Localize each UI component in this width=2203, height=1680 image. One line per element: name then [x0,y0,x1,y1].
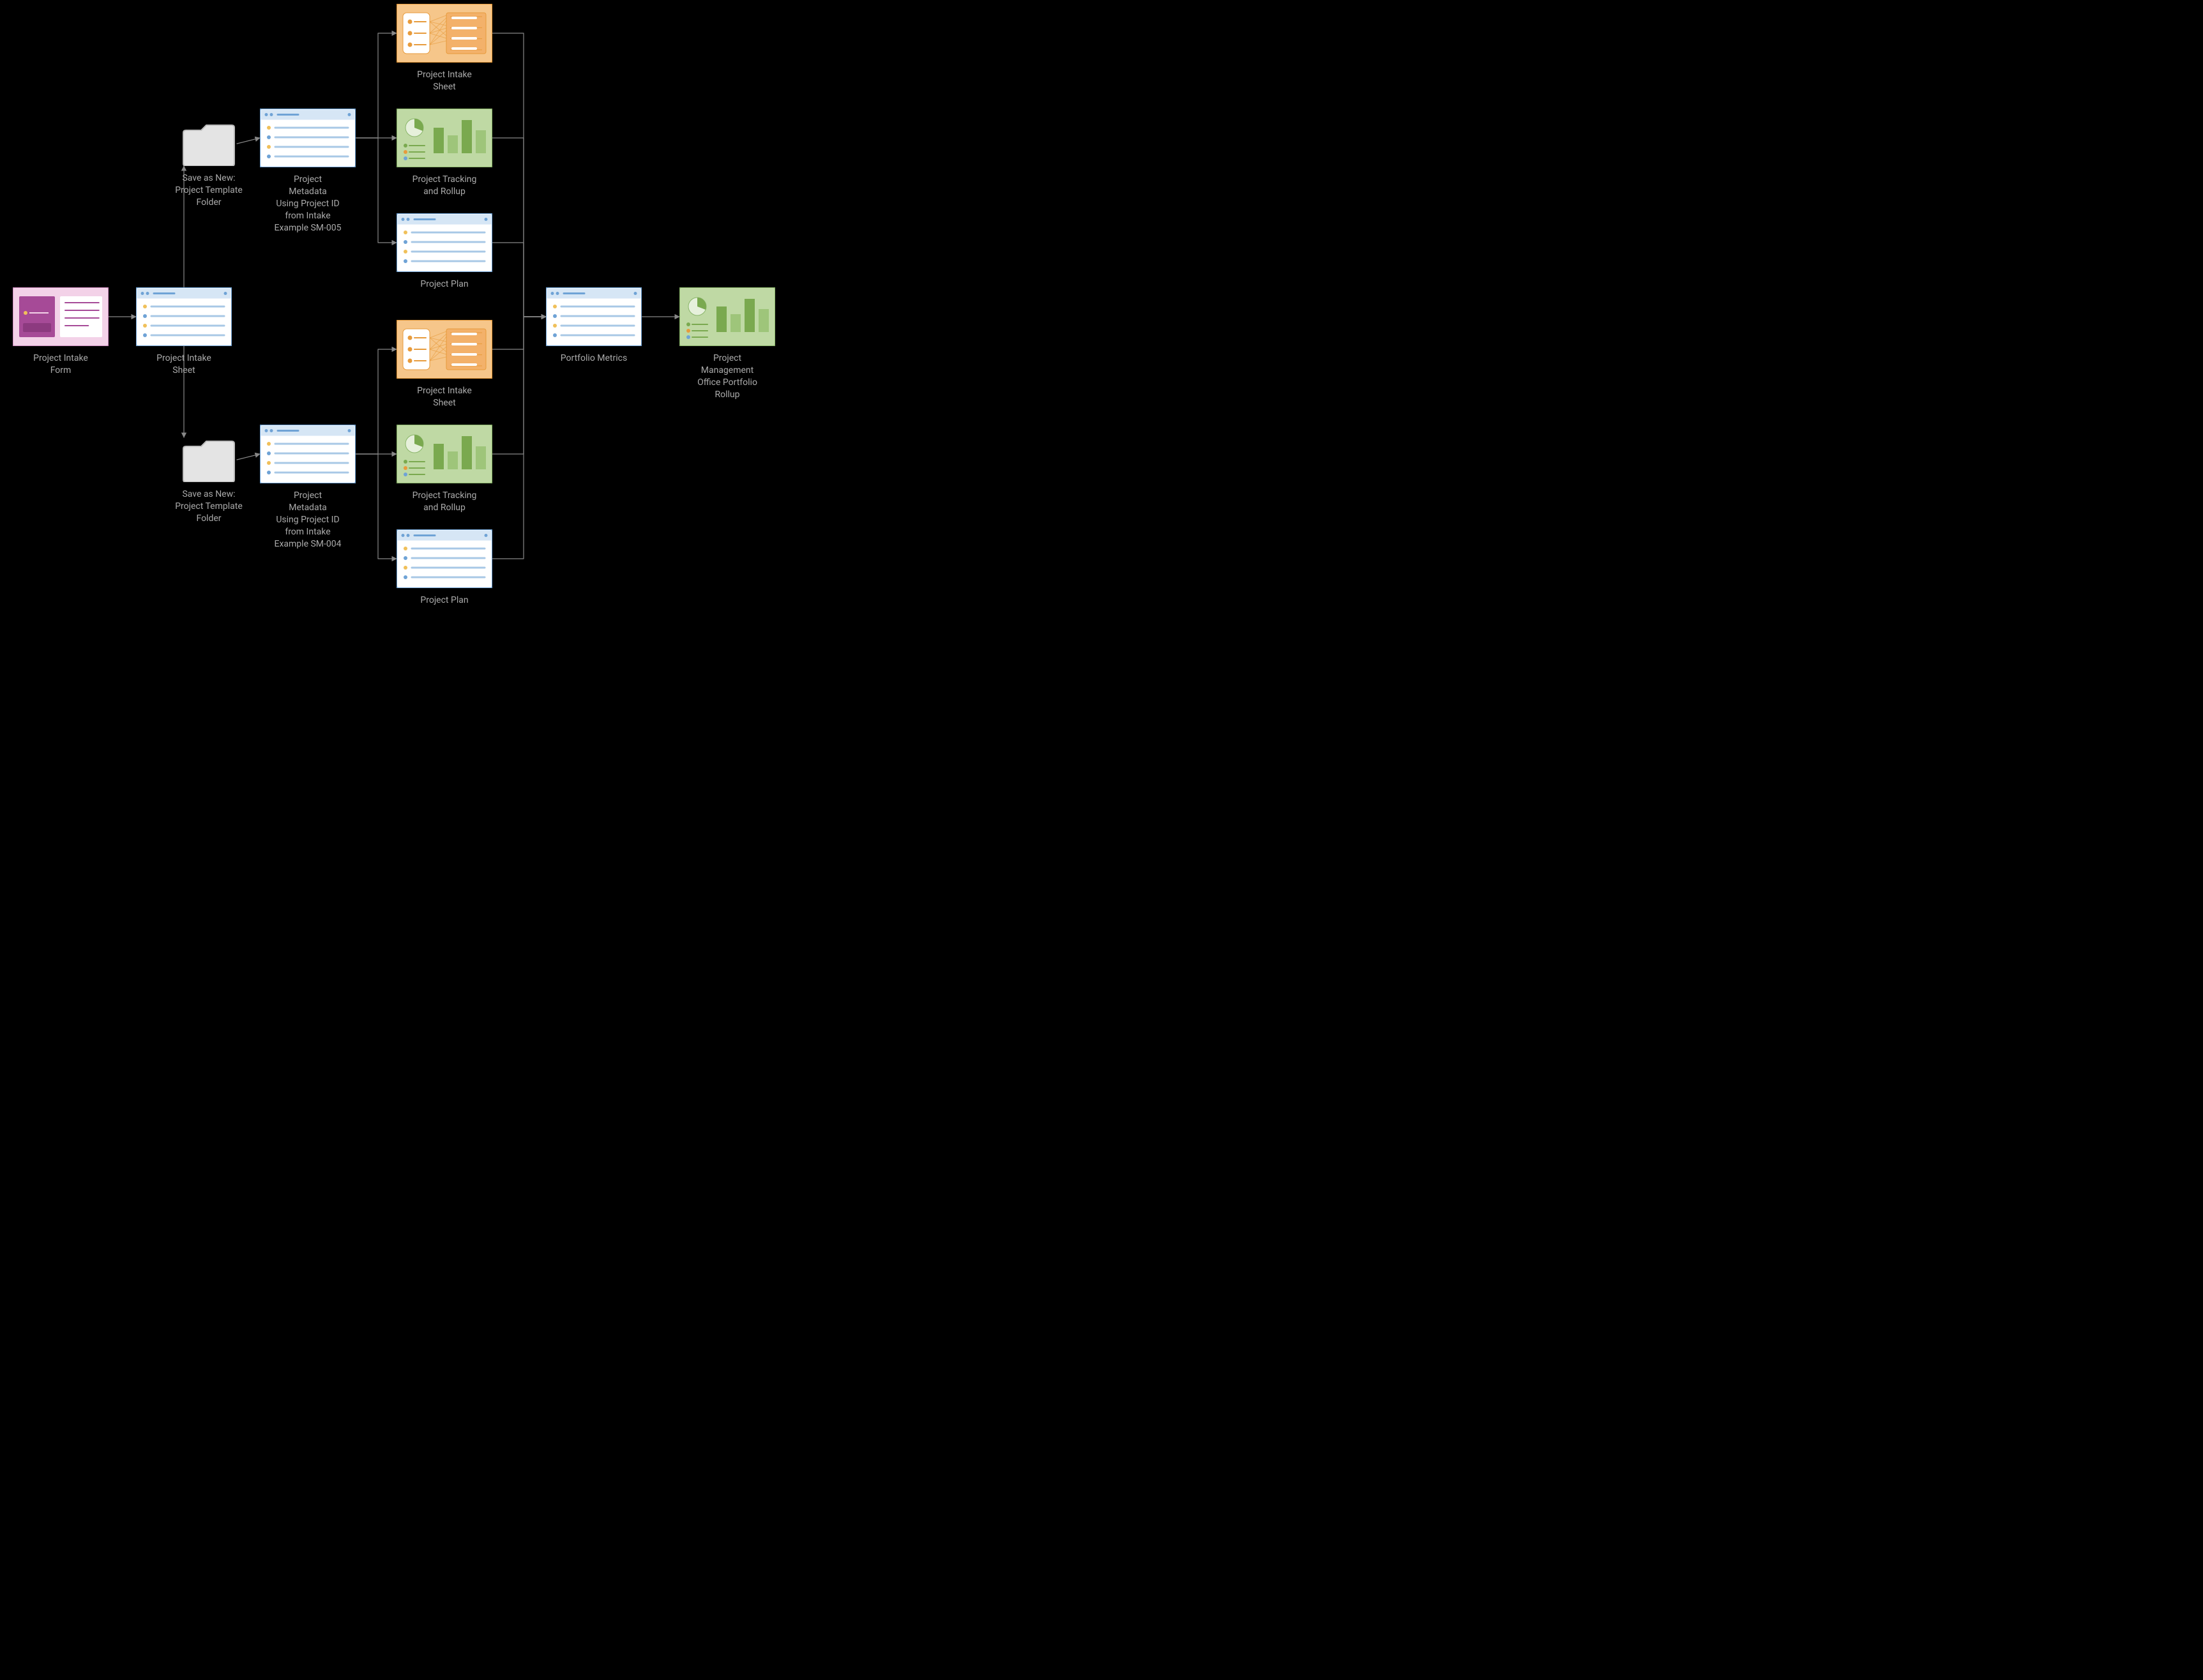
node-label: Project Intake Sheet [136,352,232,377]
linked_orange-icon [397,320,492,379]
node-intake_sheet_top: Project Intake Sheet [397,4,492,93]
node-folder_bot: Save as New: Project Template Folder [161,437,257,525]
sheet_blue-icon [397,213,492,272]
node-intake_form: Project Intake Form [13,287,109,377]
node-label: Project Tracking and Rollup [397,174,492,198]
dashboard_green-icon [679,287,775,346]
node-intake_sheet_bot: Project Intake Sheet [397,320,492,409]
sheet_blue-icon [260,425,356,483]
node-folder_top: Save as New: Project Template Folder [161,121,257,209]
node-pmo_rollup: Project Management Office Portfolio Roll… [679,287,775,401]
node-tracking_top: Project Tracking and Rollup [397,109,492,198]
form_pink-icon [13,287,109,346]
node-label: Project Metadata Using Project ID from I… [260,490,356,550]
folder_gray-icon [181,121,237,166]
dashboard_green-icon [397,425,492,483]
node-label: Project Plan [397,278,492,291]
sheet_blue-icon [136,287,232,346]
node-plan_bot: Project Plan [397,529,492,607]
node-label: Portfolio Metrics [546,352,642,365]
folder_gray-icon [181,437,237,482]
node-label: Project Intake Sheet [397,385,492,409]
node-label: Project Plan [397,594,492,607]
node-label: Project Intake Sheet [397,69,492,93]
node-label: Save as New: Project Template Folder [161,488,257,525]
node-tracking_bot: Project Tracking and Rollup [397,425,492,514]
node-intake_sheet_main: Project Intake Sheet [136,287,232,377]
node-portfolio_metrics: Portfolio Metrics [546,287,642,365]
linked_orange-icon [397,4,492,63]
node-metadata_bot: Project Metadata Using Project ID from I… [260,425,356,550]
dashboard_green-icon [397,109,492,167]
node-label: Project Tracking and Rollup [397,490,492,514]
node-label: Project Management Office Portfolio Roll… [679,352,775,401]
flowchart-canvas: Project Intake Form Project Intake Sheet S… [0,0,817,623]
node-metadata_top: Project Metadata Using Project ID from I… [260,109,356,234]
sheet_blue-icon [260,109,356,167]
node-plan_top: Project Plan [397,213,492,291]
node-label: Project Intake Form [13,352,109,377]
sheet_blue-icon [546,287,642,346]
node-label: Project Metadata Using Project ID from I… [260,174,356,234]
node-label: Save as New: Project Template Folder [161,172,257,209]
sheet_blue-icon [397,529,492,588]
